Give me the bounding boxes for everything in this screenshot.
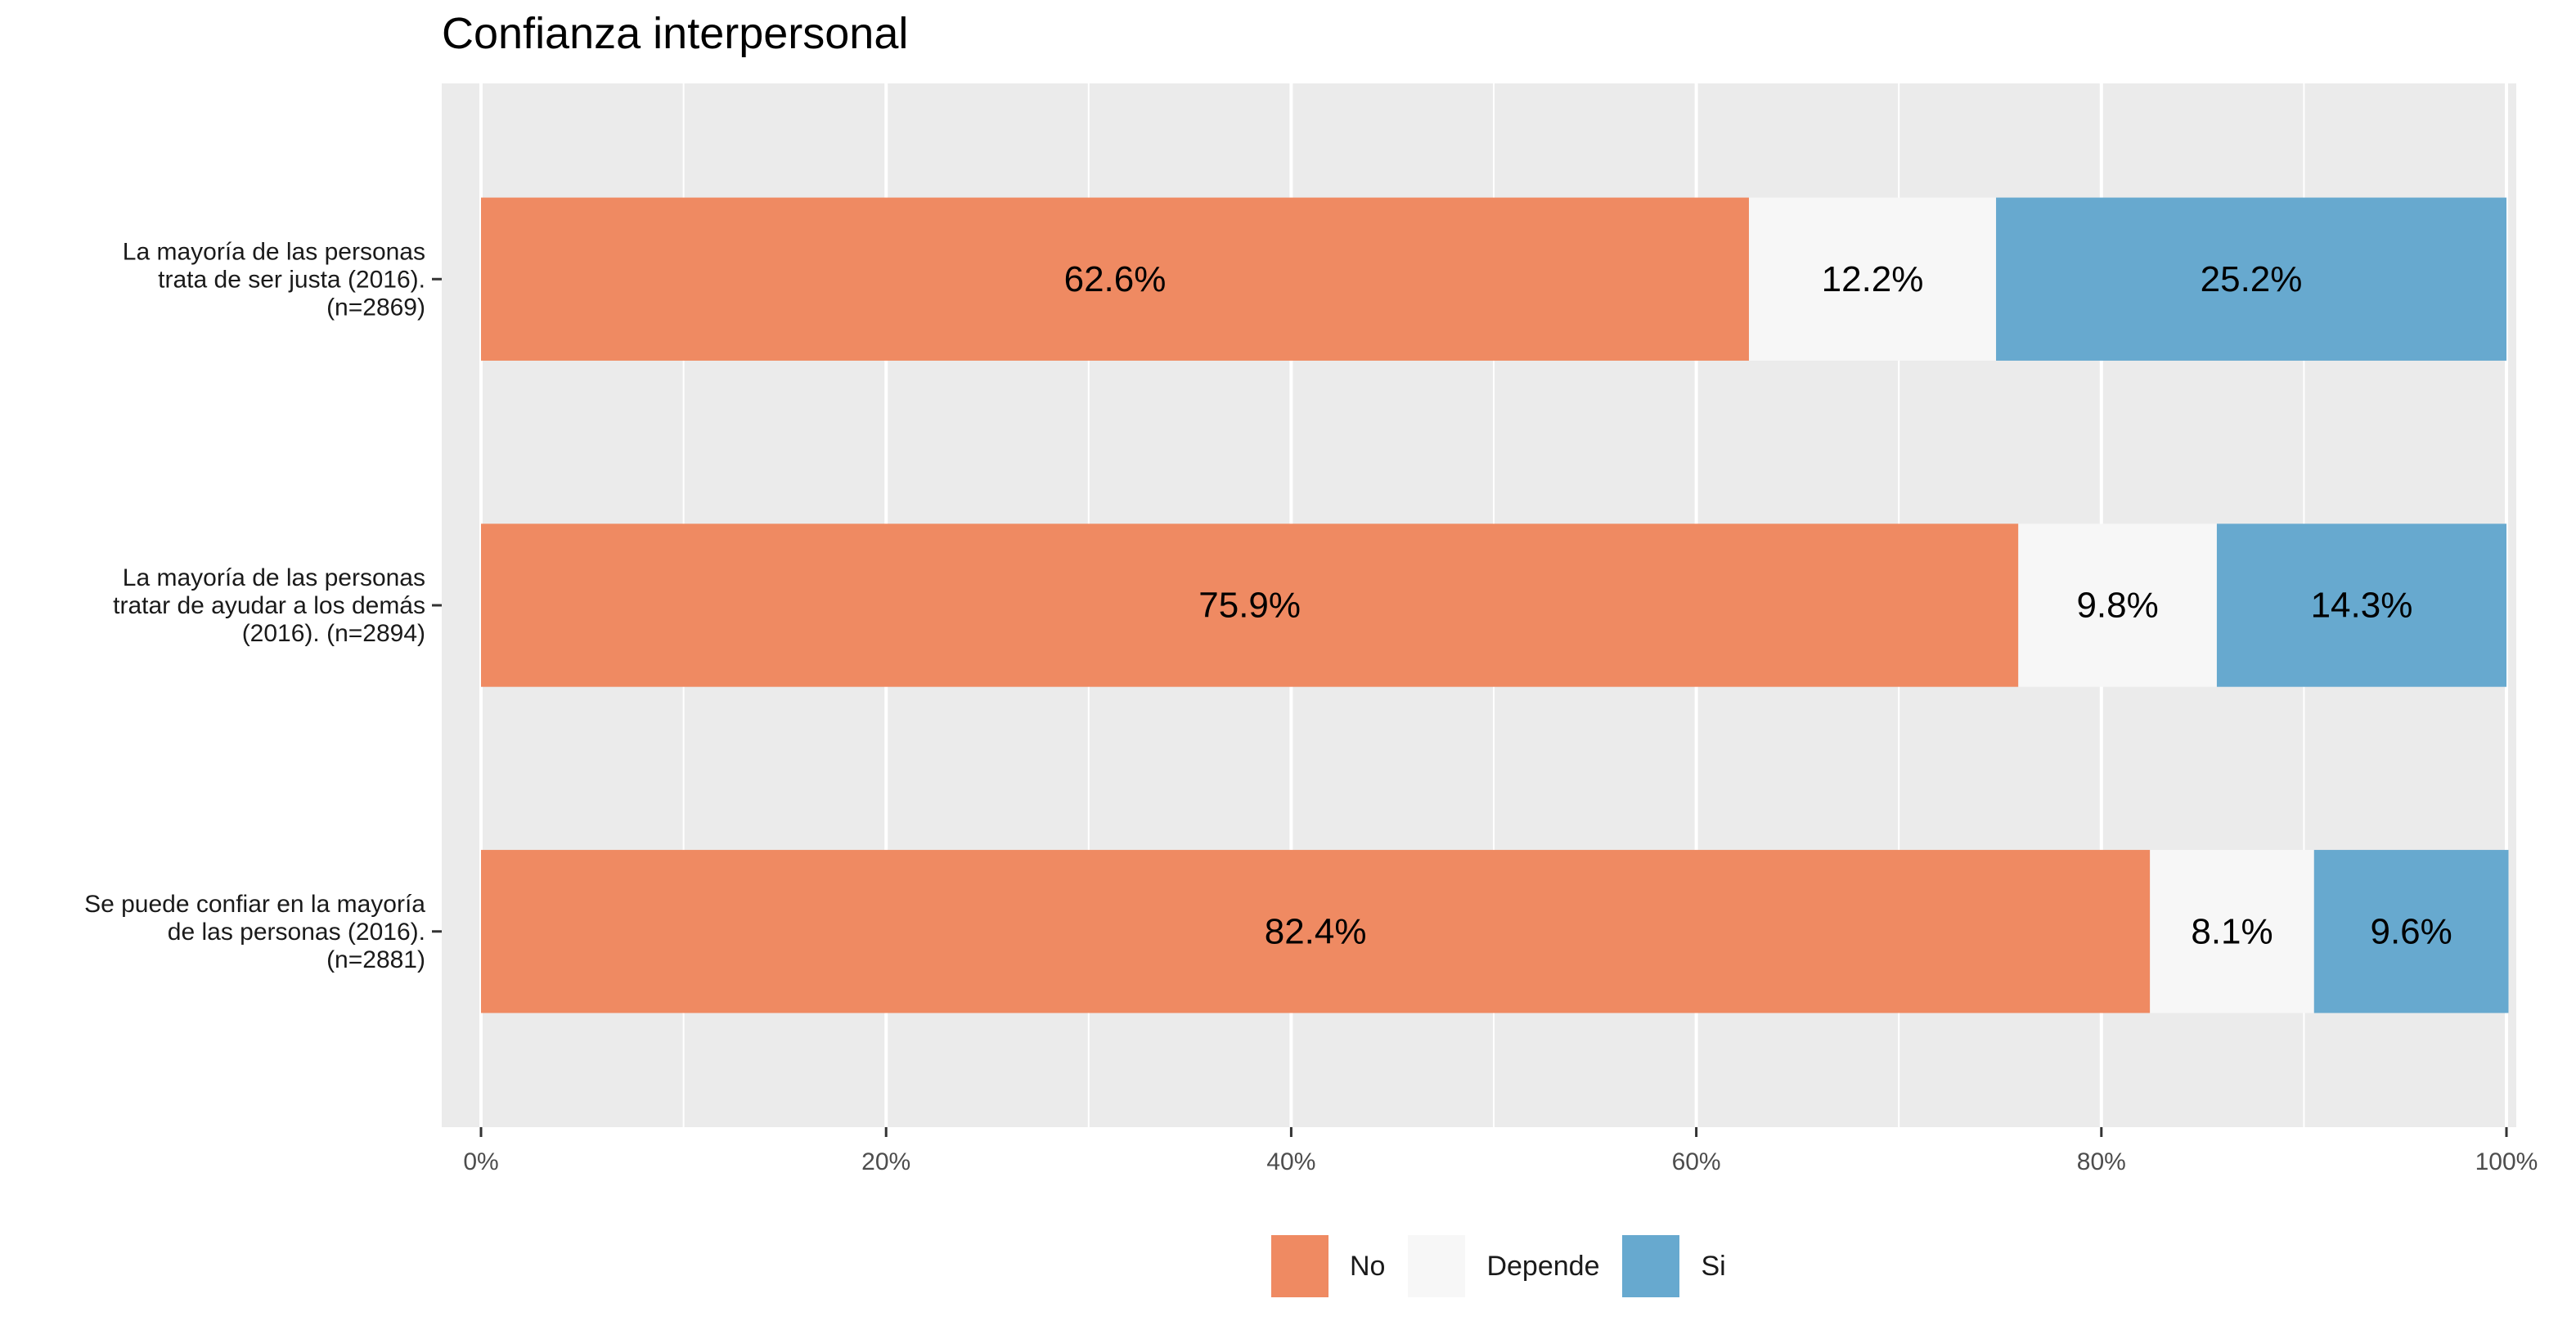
bar-segment-depende (2150, 850, 2314, 1013)
y-axis: La mayoría de las personas trata de ser j… (84, 238, 442, 973)
bar-value-label: 9.8% (2076, 586, 2158, 626)
legend-label: No (1350, 1250, 1386, 1282)
stacked-bar-chart: 62.6% 12.2% 25.2% 75.9% 9.8% 14.3% 82.4% 8.1% 9.… (84, 83, 2538, 1175)
chart-title: Confianza interpersonal (442, 9, 909, 58)
x-axis: 0% 20% 40% 60% 80% 100% (463, 1127, 2538, 1175)
bar-value-label: 14.3% (2311, 586, 2413, 626)
x-tick-label: 0% (463, 1148, 498, 1175)
bar-value-label: 12.2% (1822, 259, 1924, 299)
bar-value-labels: 62.6% 12.2% 25.2% 75.9% 9.8% 14.3% 82.4% 8.1% 9.… (1064, 259, 2452, 952)
x-tick-label: 20% (861, 1148, 910, 1175)
y-tick-label: Se puede confiar en la mayoría de las per… (84, 891, 425, 973)
bar-value-label: 9.6% (2370, 911, 2452, 951)
bar-segment-si (1996, 197, 2506, 361)
legend-key-no (1271, 1235, 1328, 1297)
legend: No Depende Si (1271, 1235, 1749, 1297)
x-tick-label: 40% (1266, 1148, 1315, 1175)
bar-value-label: 25.2% (2201, 259, 2303, 299)
x-tick-label: 100% (2475, 1148, 2538, 1175)
bar-segment-si (2313, 850, 2509, 1013)
bar-value-label: 82.4% (1265, 911, 1367, 951)
x-tick-label: 60% (1672, 1148, 1721, 1175)
bar-segment-si (2216, 523, 2506, 687)
y-tick-label: La mayoría de las personas tratar de ayud… (113, 564, 425, 647)
legend-label: Depende (1486, 1250, 1600, 1282)
y-tick-label: La mayoría de las personas trata de ser j… (123, 238, 425, 321)
legend-key-depende (1408, 1235, 1466, 1297)
bar-segment-no (481, 850, 2151, 1013)
legend-item-depende: Depende (1408, 1235, 1599, 1297)
bar-value-label: 62.6% (1064, 259, 1167, 299)
bar-segment-no (481, 523, 2019, 687)
legend-item-no: No (1271, 1235, 1385, 1297)
bar-segment-depende (2018, 523, 2217, 687)
bar-value-label: 75.9% (1198, 586, 1301, 626)
bar-value-label: 8.1% (2191, 911, 2273, 951)
legend-label: Si (1701, 1250, 1726, 1282)
legend-item-si: Si (1622, 1235, 1726, 1297)
bar-segment-no (481, 197, 1749, 361)
x-tick-label: 80% (2077, 1148, 2126, 1175)
legend-key-si (1622, 1235, 1680, 1297)
bars (481, 197, 2509, 1013)
bar-segment-depende (1748, 197, 1997, 361)
